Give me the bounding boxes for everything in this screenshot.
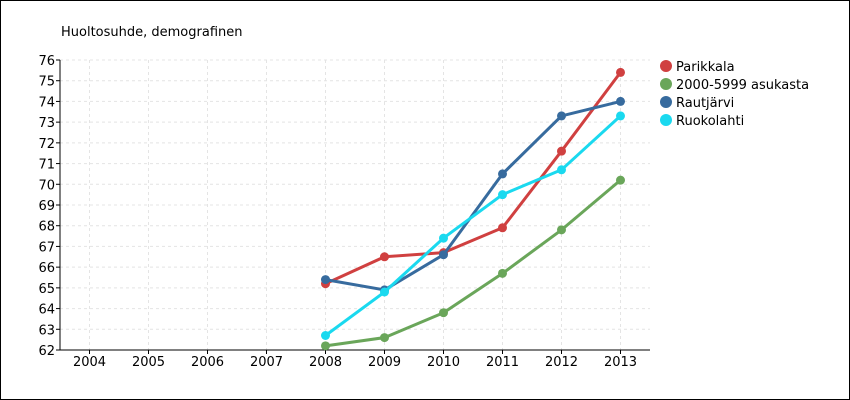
y-tick-label: 65 [38, 282, 55, 297]
data-point [498, 169, 507, 179]
x-tick-label: 2007 [250, 355, 283, 370]
x-tick-label: 2013 [604, 355, 637, 370]
x-tick-label: 2011 [486, 355, 519, 370]
data-point [616, 67, 625, 77]
data-point [321, 275, 330, 285]
data-point [557, 225, 566, 235]
data-point [321, 341, 330, 351]
series-line-2 [324, 99, 622, 292]
y-tick-label: 71 [38, 158, 55, 173]
data-point [439, 233, 448, 243]
y-tick-label: 73 [38, 116, 55, 131]
data-point [616, 96, 625, 106]
data-point [616, 175, 625, 185]
y-tick-label: 70 [38, 178, 55, 193]
legend-label: Rautjärvi [676, 96, 734, 111]
data-point [557, 165, 566, 175]
data-point [498, 190, 507, 200]
data-point [380, 252, 389, 262]
legend-label: Ruokolahti [676, 114, 744, 129]
chart-title: Huoltosuhde, demografinen [61, 25, 243, 40]
x-tick-label: 2006 [191, 355, 224, 370]
data-point [380, 333, 389, 343]
y-tick-label: 67 [38, 240, 55, 255]
x-tick-label: 2009 [368, 355, 401, 370]
grid [60, 59, 650, 351]
y-tick-label: 75 [38, 75, 55, 90]
data-point [557, 111, 566, 121]
x-tick-label: 2012 [545, 355, 578, 370]
y-tick-label: 69 [38, 199, 55, 214]
x-tick-label: 2008 [309, 355, 342, 370]
y-tick-label: 62 [38, 344, 55, 359]
y-tick-label: 74 [38, 95, 55, 110]
y-tick-label: 72 [38, 137, 55, 152]
series-line-3 [324, 114, 622, 337]
x-tick-label: 2010 [427, 355, 460, 370]
y-tick-label: 66 [38, 261, 55, 276]
data-point [439, 308, 448, 318]
y-tick-label: 76 [38, 54, 55, 69]
legend-marker [660, 78, 672, 90]
x-tick-label: 2004 [73, 355, 106, 370]
data-point [557, 146, 566, 156]
legend-marker [660, 114, 672, 126]
y-tick-label: 68 [38, 220, 55, 235]
legend: Parikkala 2000-5999 asukasta Rautjärvi Ruok… [660, 60, 809, 129]
legend-marker [660, 96, 672, 108]
legend-marker [660, 60, 672, 72]
data-point [498, 268, 507, 278]
legend-label: Parikkala [676, 60, 735, 75]
axes: 62 63 64 65 66 67 68 69 70 71 72 73 74 75 76 2004 2005 20… [38, 54, 650, 370]
series-line-0 [324, 70, 622, 286]
data-point [321, 331, 330, 340]
data-point [498, 223, 507, 233]
series-layer [321, 67, 625, 351]
data-point [380, 287, 389, 297]
data-point [439, 250, 448, 260]
legend-label: 2000-5999 asukasta [676, 78, 809, 93]
data-point [616, 111, 625, 121]
y-tick-label: 64 [38, 303, 55, 318]
x-tick-label: 2005 [132, 355, 165, 370]
y-tick-label: 63 [38, 323, 55, 338]
series-line-1 [324, 178, 622, 348]
